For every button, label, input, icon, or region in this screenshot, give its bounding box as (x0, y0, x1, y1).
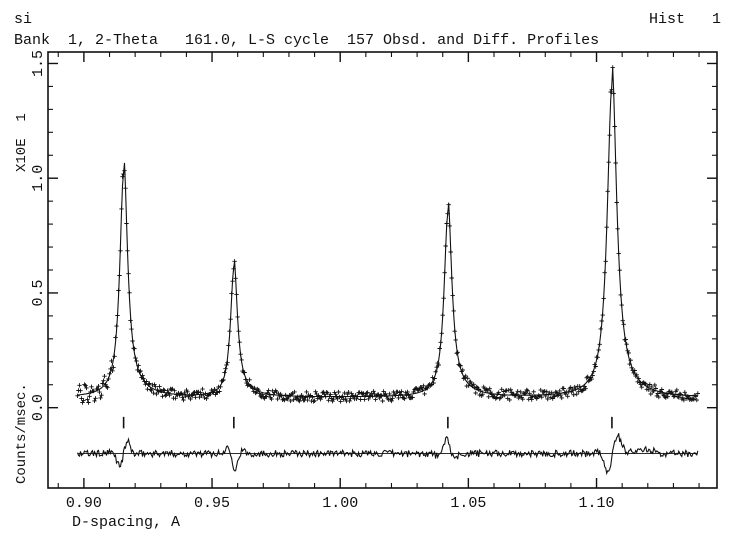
plot-frame (47, 51, 718, 489)
x-tick-label: 0.95 (194, 495, 230, 512)
x-tick-label: 1.10 (579, 495, 615, 512)
chart-subtitle: Bank 1, 2-Theta 161.0, L-S cycle 157 Obs… (14, 32, 600, 49)
y-tick-label: 0.5 (30, 279, 47, 306)
calc-profile-line (77, 67, 698, 398)
y-tick-label: 0.0 (30, 394, 47, 421)
y-axis-label: Counts/msec. (14, 383, 30, 484)
y-tick-label: 1.0 (30, 165, 47, 192)
diff-profile-line (76, 433, 699, 476)
figure-title: si (14, 11, 33, 28)
histogram-label: Hist 1 (649, 11, 722, 28)
y-tick-label: 1.5 (30, 50, 47, 77)
obsd-profile-markers (75, 65, 700, 405)
x-tick-label: 1.05 (450, 495, 486, 512)
x-tick-label: 1.00 (322, 495, 358, 512)
y-scale-label: X10E 1 (14, 113, 30, 172)
x-tick-label: 0.90 (66, 495, 102, 512)
x-axis-label: D-spacing, A (72, 514, 181, 531)
